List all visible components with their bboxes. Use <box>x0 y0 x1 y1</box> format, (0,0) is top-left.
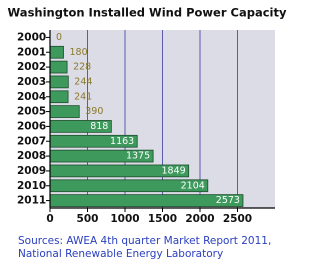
y-tick-label: 2011 <box>17 195 46 207</box>
bar <box>49 194 244 207</box>
bar <box>49 60 68 74</box>
value-label: 818 <box>90 121 108 132</box>
x-tick-label: 2000 <box>185 213 214 225</box>
value-label: 244 <box>74 76 92 87</box>
y-tick-label: 2007 <box>17 135 46 147</box>
x-tick-label: 0 <box>46 213 53 225</box>
value-label: 180 <box>70 47 88 58</box>
bar <box>49 105 80 118</box>
x-tick-label: 500 <box>77 213 99 225</box>
y-tick-label: 2009 <box>17 165 46 177</box>
y-tick-label: 2006 <box>17 120 46 132</box>
bar <box>49 90 69 104</box>
value-label: 1849 <box>161 165 185 176</box>
x-tick-label: 2500 <box>223 213 252 225</box>
y-tick-label: 2005 <box>17 106 46 118</box>
value-label: 1375 <box>126 151 150 162</box>
source-line: Sources: AWEA 4th quarter Market Report … <box>18 235 271 247</box>
value-label: 0 <box>56 32 62 43</box>
value-label: 241 <box>74 91 92 102</box>
y-tick-label: 2001 <box>17 46 46 58</box>
y-tick-label: 2003 <box>17 76 46 88</box>
value-label: 2573 <box>216 195 240 206</box>
chart: Washington Installed Wind Power Capacity… <box>8 6 287 261</box>
y-tick-label: 2000 <box>17 31 46 43</box>
x-tick-label: 1500 <box>148 213 177 225</box>
source-line: National Renewable Energy Laboratory <box>18 248 223 260</box>
y-tick-label: 2008 <box>17 150 46 162</box>
y-tick-label: 2004 <box>17 91 46 103</box>
bar <box>49 45 64 59</box>
chart-title: Washington Installed Wind Power Capacity <box>8 6 287 20</box>
value-label: 390 <box>85 106 103 117</box>
y-tick-label: 2002 <box>17 61 46 73</box>
value-label: 1163 <box>110 136 134 147</box>
value-label: 2104 <box>181 180 205 191</box>
value-label: 228 <box>73 62 91 73</box>
y-tick-label: 2010 <box>17 180 46 192</box>
bar <box>49 75 69 89</box>
x-tick-label: 1000 <box>110 213 139 225</box>
